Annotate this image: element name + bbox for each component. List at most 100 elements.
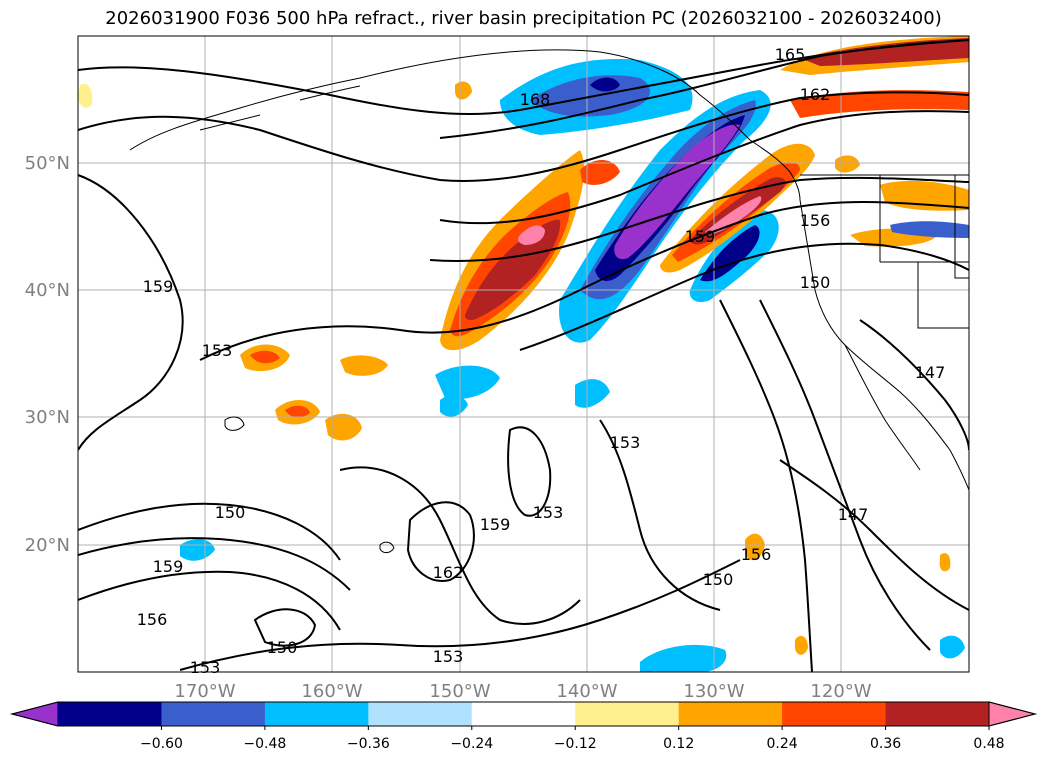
shade-spot-5 (435, 365, 500, 400)
colorbar-segment (471, 702, 576, 726)
lon-label-160w: 160°W (301, 681, 362, 702)
shade-spot-17 (78, 83, 93, 108)
contour-label: 147 (915, 363, 946, 382)
us-west-coast (799, 199, 969, 491)
plot-area (78, 36, 969, 672)
lon-label-130w: 130°W (683, 681, 744, 702)
shade-spot-12 (890, 221, 969, 238)
contour-label: 159 (143, 277, 174, 296)
state-border-5 (954, 175, 969, 279)
shade-negative-north-navy (590, 77, 620, 92)
contour-150b (519, 242, 969, 351)
colorbar-tick-label: 0.48 (973, 736, 1004, 752)
contour-label: 150 (703, 570, 734, 589)
colorbar-tick-label: 0.36 (870, 736, 901, 752)
colorbar-tick-label: −0.24 (450, 736, 493, 752)
contour-label: 147 (838, 505, 869, 524)
contour-label: 153 (190, 658, 221, 677)
contour-s (179, 559, 741, 671)
contour-low-c (253, 608, 317, 647)
lat-label-30n: 30°N (25, 407, 70, 428)
contour-label: 159 (685, 227, 716, 246)
contour-mid2 (599, 419, 721, 611)
lon-label-120w: 120°W (810, 681, 871, 702)
shade-positive-ne-core (800, 38, 969, 66)
colorbar-segment (161, 702, 266, 726)
colorbar-tick-label: −0.48 (243, 736, 286, 752)
contour-165 (439, 39, 969, 139)
lon-label-150w: 150°W (429, 681, 490, 702)
colorbar-segment (575, 702, 680, 726)
colorbar-tick-label: 0.12 (663, 736, 694, 752)
lat-label-40n: 40°N (25, 280, 70, 301)
shade-positive-band-pink (517, 225, 545, 245)
contour-label: 162 (800, 85, 831, 104)
shade-positive-ne2 (790, 90, 969, 118)
bc-coast (749, 139, 801, 201)
colorbar-segment (58, 702, 162, 726)
colorbar-segment (264, 702, 369, 726)
contour-156 (429, 176, 969, 262)
colorbar-segments (10, 701, 1037, 727)
latitude-labels: 50°N 40°N 30°N 20°N (25, 153, 70, 556)
state-border-4 (917, 262, 969, 329)
colorbar-tick-label: −0.60 (140, 736, 183, 752)
contour-label: 168 (520, 90, 551, 109)
shade-positive-band-dark (465, 219, 561, 321)
colorbar-labels: −0.60 −0.48 −0.36 −0.24 −0.12 0.12 0.24 0.36 0.4… (140, 726, 1005, 752)
contour-159a (78, 174, 184, 451)
contour-150 (78, 502, 341, 561)
contour-label: 156 (137, 610, 168, 629)
contour-label: 165 (775, 45, 806, 64)
contour-label: 150 (800, 273, 831, 292)
lat-label-50n: 50°N (25, 153, 70, 174)
contour-153 (199, 201, 969, 361)
contour-sw (78, 537, 351, 591)
plot-frame (77, 35, 970, 673)
map-title: 2026031900 F036 500 hPa refract., river … (105, 8, 942, 29)
shade-spot-16 (455, 81, 472, 100)
contour-label: 153 (610, 433, 641, 452)
colorbar-frame (10, 701, 1037, 727)
contour-label: 162 (433, 563, 464, 582)
hawaii (379, 541, 395, 554)
contour-label: 159 (480, 515, 511, 534)
contour-147b (779, 459, 969, 611)
shade-spot-19 (939, 553, 951, 572)
contour-labels: 165 168 162 159 156 150 159 153 153 159 … (137, 45, 946, 677)
contour-label: 156 (741, 545, 772, 564)
lon-label-170w: 170°W (174, 681, 235, 702)
contour-159b (439, 110, 969, 225)
colorbar-segment (368, 702, 473, 726)
contour-low-a (406, 501, 475, 582)
lat-label-20n: 20°N (25, 535, 70, 556)
baja-coast (844, 344, 921, 471)
shade-spot-1b (250, 350, 280, 364)
longitude-labels: 170°W 160°W 150°W 140°W 130°W 120°W (174, 681, 871, 702)
shade-spot-7 (575, 379, 610, 408)
shade-spot-3 (325, 413, 362, 441)
contour-mid (339, 466, 581, 625)
shade-spot-13 (745, 533, 765, 561)
coastlines (129, 49, 969, 554)
colorbar-segment (782, 702, 887, 726)
contour-label: 153 (533, 503, 564, 522)
contour-sw2 (78, 570, 341, 631)
shade-negative-coastal-core (700, 225, 760, 282)
contours (78, 39, 969, 672)
colorbar-segment (885, 702, 990, 726)
contour-east (719, 299, 813, 672)
shade-spot-20 (795, 635, 808, 655)
shade-positive-coast-pink (705, 196, 762, 234)
colorbar-extend-right (988, 701, 1037, 727)
contour-147 (859, 319, 969, 451)
alaska-coast (129, 49, 751, 151)
contour-label: 153 (202, 341, 233, 360)
contour-162 (78, 91, 969, 182)
contour-low-b (507, 426, 552, 517)
colorbar-segment (678, 702, 783, 726)
shade-spot-15 (180, 538, 215, 561)
shade-spot-2b (285, 405, 310, 418)
contour-label: 150 (267, 638, 298, 657)
